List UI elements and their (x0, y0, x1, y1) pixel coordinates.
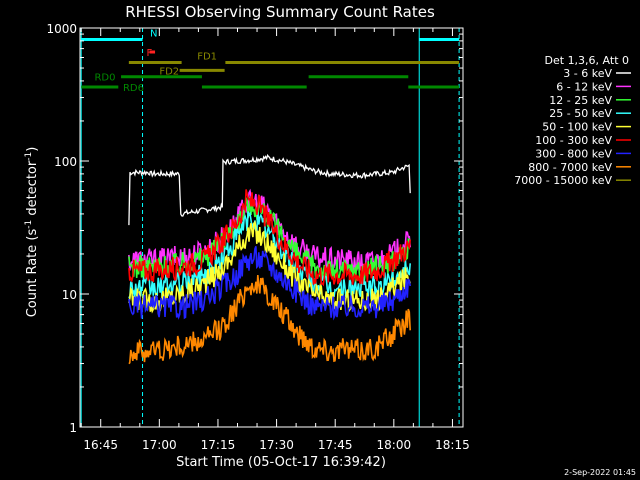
y-axis-label-mid: detector (25, 160, 40, 220)
y-axis-label: Count Rate (s-1 detector-1) (24, 147, 40, 318)
plot-frame (79, 27, 464, 428)
y-tick-label-1: 10 (62, 288, 77, 302)
legend-label-1: 6 - 12 keV (556, 80, 612, 93)
legend-label-7: 800 - 7000 keV (528, 161, 612, 174)
flag-label-f: F (146, 48, 152, 59)
series-800-7000-kev (128, 275, 411, 365)
flag-label-rd0: RD0 (94, 73, 115, 84)
x-axis-label: Start Time (05-Oct-17 16:39:42) (176, 455, 386, 470)
legend-label-2: 12 - 25 keV (549, 94, 612, 107)
series-300-800-kev-line (128, 246, 411, 321)
x-tick-label-4: 17:45 (318, 438, 353, 452)
series-300-800-kev (128, 246, 411, 321)
series-100-300-kev (128, 189, 411, 287)
y-tick-label-2: 100 (54, 155, 77, 169)
y-tick-label-0: 1 (69, 421, 77, 435)
legend-label-3: 25 - 50 keV (549, 107, 612, 120)
legend-label-0: 3 - 6 keV (563, 67, 612, 80)
x-tick-label-5: 18:00 (377, 438, 412, 452)
y-axis-label-end: ) (25, 147, 40, 152)
footer-date: 2-Sep-2022 01:45 (564, 468, 636, 477)
legend-label-8: 7000 - 15000 keV (514, 174, 612, 187)
x-tick-label-1: 17:00 (142, 438, 177, 452)
x-tick-label-3: 17:30 (259, 438, 294, 452)
legend-title: Det 1,3,6, Att 0 (545, 54, 629, 67)
flag-label-rd6: RD6 (123, 83, 144, 94)
y-axis-label-main: Count Rate (s (25, 229, 40, 318)
y-tick-label-3: 1000 (46, 22, 77, 36)
y-axis-label-sup1: -1 (24, 220, 34, 229)
legend-label-5: 100 - 300 keV (535, 134, 612, 147)
legend-label-4: 50 - 100 keV (542, 121, 612, 134)
legend-label-6: 300 - 800 keV (535, 147, 612, 160)
flag-label-n: N (150, 28, 157, 39)
series-3-6-kev-line (128, 153, 411, 226)
flag-label-fd2: FD2 (159, 66, 179, 77)
plot-area: NF FD1 FD2 RD0 RD6 (80, 28, 460, 427)
x-tick-label-0: 16:45 (83, 438, 118, 452)
y-axis-label-sup2: -1 (24, 152, 34, 161)
series-800-7000-kev-line (128, 275, 411, 365)
chart-title: RHESSI Observing Summary Count Rates (125, 3, 435, 21)
x-tick-label-2: 17:15 (201, 438, 236, 452)
x-tick-label-6: 18:15 (435, 438, 470, 452)
series-3-6-kev (128, 153, 411, 226)
axes: 16:45 17:00 17:15 17:30 17:45 18:00 18:15 1 10 10… (46, 22, 469, 452)
flag-label-fd1: FD1 (197, 52, 217, 63)
series-100-300-kev-line (128, 189, 411, 287)
